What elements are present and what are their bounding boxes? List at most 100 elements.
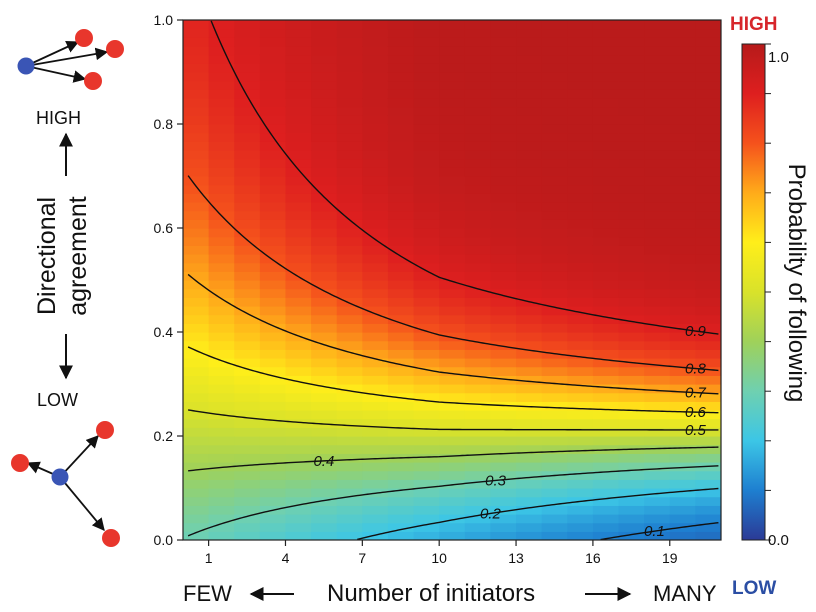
heatmap-cell — [644, 505, 671, 515]
heatmap-cell — [669, 340, 696, 350]
heatmap-cell — [311, 479, 338, 489]
heatmap-cell — [285, 488, 312, 498]
heatmap-cell — [490, 167, 517, 177]
heatmap-cell — [567, 505, 594, 515]
heatmap-cell — [695, 89, 721, 99]
heatmap-cell — [464, 98, 492, 108]
heatmap-cell — [644, 427, 671, 437]
heatmap-cell — [311, 522, 338, 532]
heatmap-cell — [516, 306, 543, 316]
heatmap-cell — [567, 262, 594, 272]
heatmap-cell — [516, 54, 543, 64]
heatmap-cell — [567, 193, 594, 203]
heatmap-cell — [362, 522, 389, 532]
heatmap-cell — [695, 358, 721, 368]
heatmap-cell — [644, 202, 671, 212]
heatmap-cell — [285, 124, 312, 134]
heatmap-cell — [259, 37, 287, 47]
x-axis-many-label: MANY — [653, 581, 717, 606]
heatmap-cell — [541, 410, 568, 420]
heatmap-cell — [490, 150, 517, 160]
heatmap-cell — [592, 80, 620, 90]
heatmap-cell — [208, 89, 235, 99]
heatmap-cell — [439, 20, 466, 30]
heatmap-cell — [541, 384, 568, 394]
heatmap-cell — [618, 340, 645, 350]
heatmap-cell — [490, 384, 517, 394]
heatmap-cell — [669, 392, 696, 402]
heatmap-cell — [516, 106, 543, 116]
heatmap-cells — [183, 20, 721, 540]
heatmap-cell — [618, 245, 645, 255]
heatmap-cell — [362, 20, 389, 30]
heatmap-cell — [439, 522, 466, 532]
heatmap-cell — [208, 505, 235, 515]
heatmap-cell — [285, 28, 312, 38]
heatmap-cell — [490, 115, 517, 125]
heatmap-cell — [618, 202, 645, 212]
heatmap-cell — [669, 202, 696, 212]
heatmap-cell — [387, 236, 415, 246]
heatmap-cell — [516, 514, 543, 524]
heatmap-cell — [644, 46, 671, 56]
heatmap-cell — [413, 236, 440, 246]
heatmap-cell — [695, 167, 721, 177]
heatmap-cell — [413, 288, 440, 298]
heatmap-cell — [541, 280, 568, 290]
heatmap-cell — [464, 176, 492, 186]
heatmap-cell — [567, 89, 594, 99]
heatmap-cell — [362, 314, 389, 324]
heatmap-cell — [490, 219, 517, 229]
heatmap-cell — [618, 210, 645, 220]
heatmap-cell — [183, 184, 210, 194]
heatmap-cell — [464, 28, 492, 38]
heatmap-cell — [618, 158, 645, 168]
heatmap-cell — [439, 297, 466, 307]
heatmap-cell — [567, 219, 594, 229]
heatmap-cell — [208, 98, 235, 108]
heatmap-cell — [183, 63, 210, 73]
heatmap-cell — [439, 358, 466, 368]
heatmap-cell — [567, 176, 594, 186]
heatmap-cell — [464, 63, 492, 73]
heatmap-cell — [567, 384, 594, 394]
heatmap-cell — [592, 531, 620, 540]
heatmap-cell — [208, 470, 235, 480]
heatmap-cell — [387, 28, 415, 38]
heatmap-cell — [336, 306, 363, 316]
heatmap-cell — [387, 332, 415, 342]
heatmap-cell — [439, 228, 466, 238]
heatmap-cell — [439, 271, 466, 281]
heatmap-cell — [541, 332, 568, 342]
heatmap-cell — [695, 332, 721, 342]
heatmap-cell — [695, 427, 721, 437]
heatmap-cell — [208, 453, 235, 463]
heatmap-cell — [644, 522, 671, 532]
heatmap-cell — [490, 254, 517, 264]
heatmap-cell — [464, 150, 492, 160]
heatmap-cell — [669, 28, 696, 38]
heatmap-cell — [413, 366, 440, 376]
heatmap-cell — [516, 115, 543, 125]
heatmap-cell — [567, 63, 594, 73]
heatmap-cell — [183, 106, 210, 116]
heatmap-cell — [336, 470, 363, 480]
heatmap-cell — [618, 470, 645, 480]
heatmap-cell — [516, 505, 543, 515]
heatmap-cell — [695, 202, 721, 212]
heatmap-cell — [490, 262, 517, 272]
heatmap-cell — [464, 271, 492, 281]
heatmap-cell — [234, 505, 261, 515]
y-axis-title-line1: Directional — [33, 197, 61, 315]
heatmap-cell — [387, 20, 415, 30]
heatmap-cell — [464, 514, 492, 524]
heatmap-cell — [413, 280, 440, 290]
heatmap-cell — [208, 193, 235, 203]
heatmap-cell — [183, 124, 210, 134]
heatmap-cell — [336, 228, 363, 238]
heatmap-cell — [285, 184, 312, 194]
heatmap-cell — [208, 496, 235, 506]
heatmap-cell — [618, 72, 645, 82]
heatmap-cell — [234, 479, 261, 489]
heatmap-cell — [669, 410, 696, 420]
